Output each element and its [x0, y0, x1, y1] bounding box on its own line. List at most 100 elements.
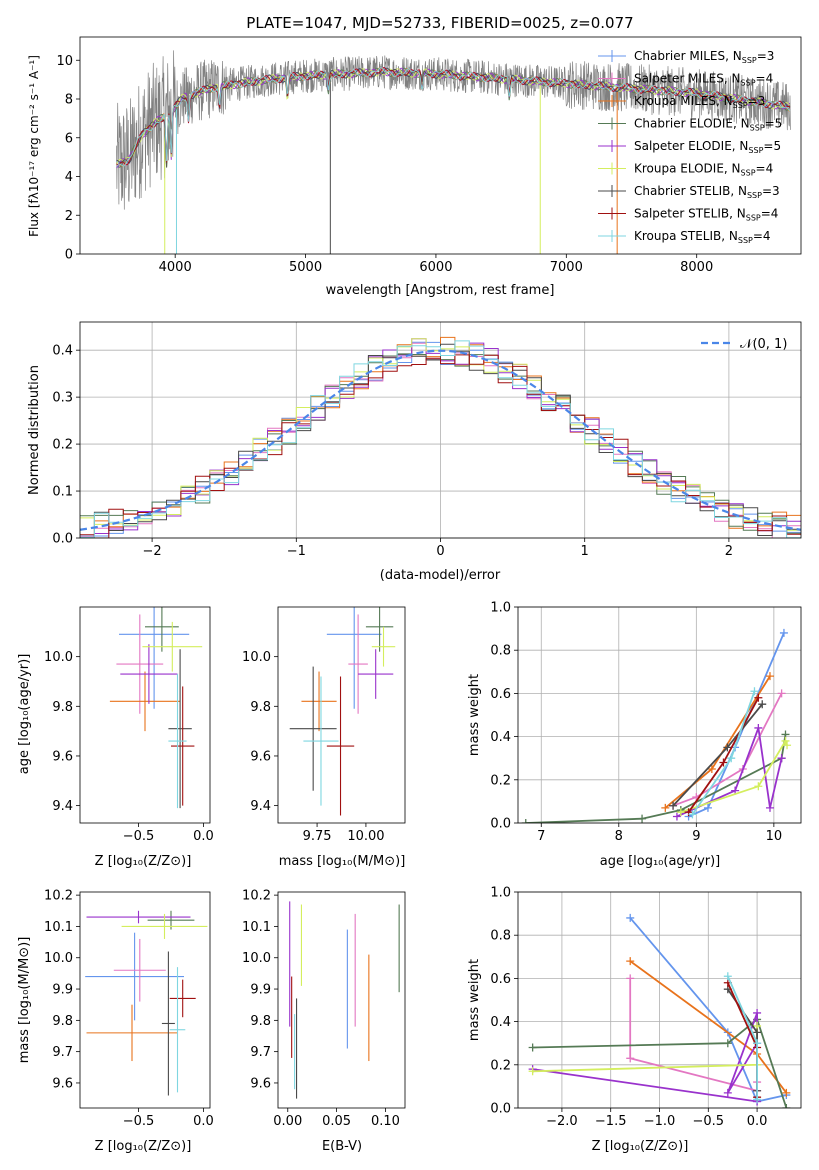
- age-z-ytick-label: 10.0: [44, 650, 73, 665]
- mw-age-marker-chabrier-elodie: [638, 814, 647, 823]
- hist-salpeter-stelib: [80, 354, 801, 538]
- mass-z-ytick-label: 10.1: [44, 920, 73, 935]
- residuals-frame: [79, 321, 802, 539]
- mass-ebv-plot-area: [289, 901, 400, 1099]
- age-mass-axes: 9.75 10.00 9.4 9.6 9.8 10.0: [242, 606, 406, 844]
- mw-z-xtick-label: −1.5: [595, 1114, 627, 1129]
- mw-age-marker-kroupa-miles: [707, 765, 716, 773]
- spectrum-ytick-label: 8: [65, 93, 73, 108]
- age-mass-panel: 9.75 10.00 9.4 9.6 9.8 10.0: [242, 606, 406, 844]
- mw-z-marker-chabrier-elodie: [723, 1039, 732, 1048]
- mass-ebv-ytick-label: 9.8: [250, 1014, 271, 1029]
- mw-age-line-chabrier-miles: [688, 632, 785, 818]
- residuals-ytick-label: 0.4: [52, 344, 73, 359]
- mass-ebv-ytick-label: 10.0: [242, 951, 271, 966]
- mass-ebv-xlabel: E(B-V): [322, 1139, 362, 1154]
- model-salpeter-elodie: [116, 67, 791, 169]
- age-mass-ytick-label: 9.8: [250, 700, 271, 715]
- mw-age-marker-salpeter-elodie: [754, 723, 763, 732]
- mw-age-xtick-label: 9: [692, 829, 700, 844]
- mass-ebv-ytick-label: 9.7: [250, 1045, 271, 1060]
- model-chabrier-stelib: [116, 67, 791, 168]
- age-z-ylabel: age [log₁₀(age/yr)]: [17, 654, 32, 775]
- mass-z-axes: −0.5 0.0 9.6 9.7 9.8 9.9 10.0 10.1 10.2: [44, 889, 214, 1129]
- mw-z-marker-kroupa-stelib: [723, 972, 732, 981]
- mw-z-ytick-label: 0.0: [490, 1102, 511, 1117]
- mw-z-axes: −2.0 −1.5 −1.0 −0.5 0.0 0.0 0.2 0.4 0.6 0.8 1.0: [490, 886, 802, 1129]
- age-z-frame: [79, 606, 211, 824]
- spectrum-ytick-label: 10: [56, 54, 73, 69]
- mw-age-ytick-label: 0.4: [490, 730, 511, 745]
- legend-label-chabrier-stelib: Chabrier STELIB, NSSP=3: [634, 184, 780, 200]
- age-mass-xtick-label: 10.00: [347, 829, 384, 844]
- age-mass-ytick-label: 9.4: [250, 799, 271, 814]
- age-z-xtick-label: 0.0: [193, 829, 214, 844]
- residuals-xlabel: (data-model)/error: [380, 568, 501, 583]
- residuals-ytick-label: 0.3: [52, 391, 73, 406]
- mass-ebv-xtick-label: 0.05: [322, 1114, 351, 1129]
- spectrum-legend: Chabrier MILES, NSSP=3 Salpeter MILES, NS…: [598, 49, 782, 245]
- spectrum-xtick-label: 6000: [419, 260, 452, 275]
- spectrum-plot-area: [116, 50, 791, 254]
- mw-age-marker-kroupa-stelib: [688, 810, 697, 819]
- mass-z-xtick-label: −0.5: [123, 1114, 155, 1129]
- mw-age-xtick-label: 8: [615, 829, 623, 844]
- spectrum-xtick-label: 4000: [159, 260, 192, 275]
- spectrum-frame: [79, 36, 802, 255]
- mass-ebv-panel: 0.00 0.05 0.10 9.6 9.7 9.8 9.9 10.0 10.1 10.2: [242, 889, 406, 1129]
- mass-z-frame: [79, 891, 211, 1109]
- mw-z-marker-kroupa-stelib: [753, 1039, 762, 1048]
- residuals-plot-area: [80, 336, 801, 538]
- mw-age-marker-chabrier-stelib: [723, 743, 732, 752]
- mw-age-line-salpeter-miles: [672, 692, 783, 807]
- legend-label-kroupa-miles: Kroupa MILES, NSSP=3: [634, 94, 765, 110]
- mw-z-marker-chabrier-stelib: [753, 1028, 762, 1037]
- legend-label-salpeter-elodie: Salpeter ELODIE, NSSP=5: [634, 139, 781, 155]
- mass-ebv-frame: [277, 891, 406, 1109]
- mw-z-xtick-label: 0.0: [747, 1114, 768, 1129]
- legend-label-chabrier-elodie: Chabrier ELODIE, NSSP=5: [634, 117, 782, 133]
- mass-ebv-ytick-label: 9.6: [250, 1076, 271, 1091]
- residuals-ylabel: Normed distribution: [27, 365, 42, 495]
- mass-z-ytick-label: 10.0: [44, 951, 73, 966]
- spectrum-ytick-label: 6: [65, 131, 73, 146]
- age-z-panel: −0.5 0.0 9.4 9.6 9.8 10.0: [44, 606, 214, 844]
- gaussian-curve: [80, 349, 801, 531]
- mw-z-xtick-label: −0.5: [693, 1114, 725, 1129]
- mw-z-marker-salpeter-elodie: [723, 1088, 732, 1097]
- spectrum-ytick-label: 4: [65, 170, 73, 185]
- mw-z-xtick-label: −1.0: [644, 1114, 676, 1129]
- mw-z-ytick-label: 0.6: [490, 972, 511, 987]
- mw-age-line-chabrier-elodie: [525, 734, 787, 823]
- mw-z-xtick-label: −2.0: [546, 1114, 578, 1129]
- mw-z-marker-chabrier-miles: [626, 913, 635, 922]
- age-z-axes: −0.5 0.0 9.4 9.6 9.8 10.0: [44, 606, 214, 844]
- legend-label-chabrier-miles: Chabrier MILES, NSSP=3: [634, 49, 774, 65]
- legend-label-kroupa-elodie: Kroupa ELODIE, NSSP=4: [634, 162, 773, 178]
- mw-age-marker-salpeter-stelib: [719, 758, 728, 767]
- age-mass-xlabel: mass [log₁₀(M/M⊙)]: [279, 854, 406, 869]
- mass-z-xlabel: Z [log₁₀(Z/Z⊙)]: [95, 1139, 192, 1154]
- mw-z-ytick-label: 0.4: [490, 1015, 511, 1030]
- model-kroupa-elodie: [116, 68, 791, 168]
- mass-ebv-axes: 0.00 0.05 0.10 9.6 9.7 9.8 9.9 10.0 10.1 10.2: [242, 889, 406, 1129]
- mw-z-plot-area: [528, 913, 791, 1108]
- residuals-xtick-label: 1: [581, 544, 589, 559]
- residuals-ytick-label: 0.0: [52, 532, 73, 547]
- mw-age-xlabel: age [log₁₀(age/yr)]: [600, 854, 721, 869]
- mw-age-marker-kroupa-elodie: [783, 741, 792, 750]
- mass-z-ytick-label: 9.6: [52, 1076, 73, 1091]
- age-z-xtick-label: −0.5: [123, 829, 155, 844]
- age-mass-plot-area: [289, 607, 396, 816]
- mw-age-marker-kroupa-elodie: [754, 782, 763, 791]
- mw-age-marker-chabrier-miles: [779, 628, 788, 637]
- spectrum-ylabel: Flux [fλ10⁻¹⁷ erg cm⁻² s⁻¹ A⁻¹]: [27, 55, 41, 237]
- mw-age-ytick-label: 1.0: [490, 601, 511, 616]
- residuals-axes: −2 −1 0 1 2 0.0 0.1 0.2 0.3 0.4: [52, 321, 802, 559]
- mw-age-ytick-label: 0.6: [490, 687, 511, 702]
- mw-age-ylabel: mass weight: [467, 674, 482, 756]
- mass-z-plot-area: [85, 910, 208, 1096]
- residuals-xtick-label: −2: [143, 544, 162, 559]
- mass-ebv-ytick-label: 9.9: [250, 983, 271, 998]
